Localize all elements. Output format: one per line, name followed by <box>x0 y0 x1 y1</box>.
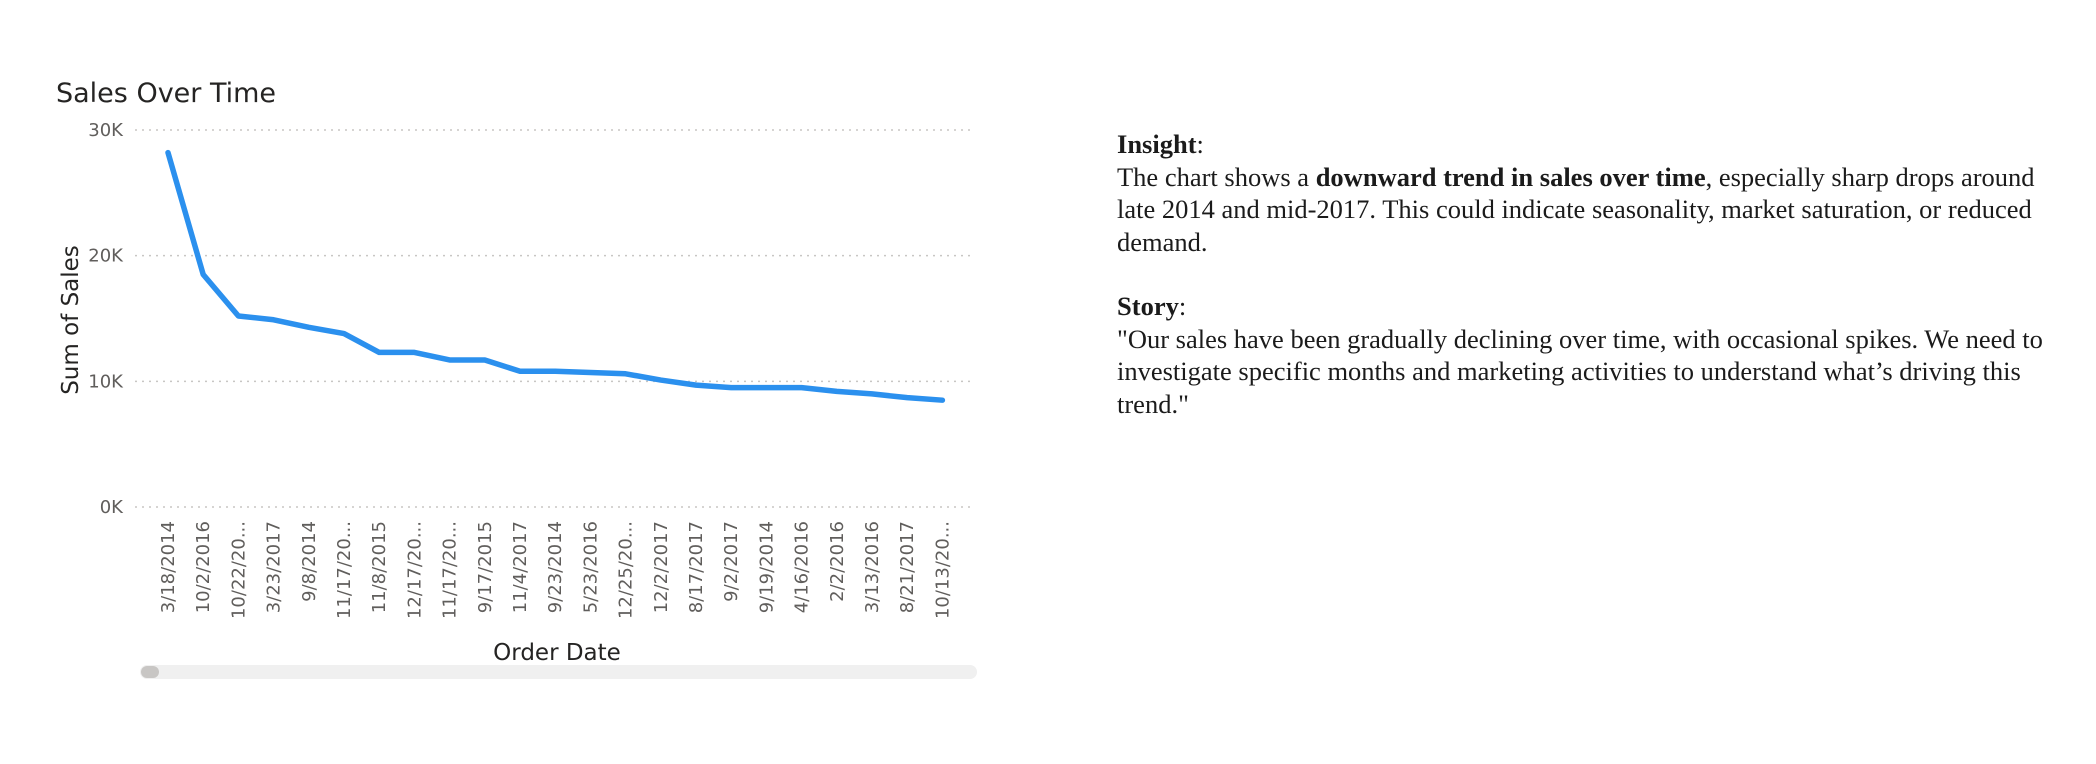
y-tick-label: 0K <box>100 497 124 518</box>
x-axis-ticks: 3/18/2014 10/2/2016 10/22/20... 3/23/2017 9/… <box>158 521 953 619</box>
x-tick-label: 8/17/2017 <box>686 521 707 613</box>
x-tick-label: 9/23/2014 <box>545 521 566 613</box>
horizontal-scrollbar[interactable] <box>140 665 977 679</box>
x-tick-label: 9/17/2015 <box>475 521 496 613</box>
y-tick-label: 20K <box>88 246 124 267</box>
scrollbar-thumb[interactable] <box>141 666 159 678</box>
x-tick-label: 4/16/2016 <box>792 521 813 613</box>
insight-text-end: , especially sharp drops around late 201… <box>1117 161 2035 257</box>
series-line <box>165 149 946 403</box>
x-tick-label: 3/23/2017 <box>264 521 285 613</box>
x-tick-label: 3/13/2016 <box>862 521 883 613</box>
y-tick-label: 30K <box>88 120 124 141</box>
x-tick-label: 12/17/20... <box>404 521 425 619</box>
insight-heading: Insight <box>1117 129 1197 159</box>
x-tick-label: 9/19/2014 <box>756 521 777 613</box>
scrollbar-track[interactable] <box>140 665 977 679</box>
series-group <box>165 149 946 403</box>
x-tick-label: 11/8/2015 <box>369 521 390 613</box>
story-colon: : <box>1178 291 1187 321</box>
x-axis-title: Order Date <box>493 640 621 666</box>
story-heading: Story <box>1117 291 1179 321</box>
story-text: "Our sales have been gradually declining… <box>1117 323 2043 419</box>
story-heading-line: Story: <box>1117 290 2052 323</box>
insight-colon: : <box>1196 129 1204 159</box>
insight-text-start: The chart shows a <box>1117 161 1316 192</box>
x-tick-label: 8/21/2017 <box>897 521 918 613</box>
x-tick-label: 11/17/20... <box>334 521 355 619</box>
insight-heading-line: Insight: <box>1117 128 2052 161</box>
x-tick-label: 12/2/2017 <box>651 521 672 613</box>
y-tick-label: 10K <box>88 371 124 392</box>
x-tick-label: 10/22/20... <box>228 521 249 619</box>
x-tick-label: 11/4/2017 <box>510 521 531 613</box>
x-tick-label: 3/18/2014 <box>158 521 179 613</box>
paragraph-gap <box>1117 258 2052 290</box>
x-tick-label: 12/25/20... <box>616 521 637 619</box>
x-tick-label: 2/2/2016 <box>827 521 848 602</box>
x-tick-label: 10/2/2016 <box>193 521 214 613</box>
insight-story-panel: Insight: The chart shows a downward tren… <box>1117 128 2052 420</box>
y-axis-title: Sum of Sales <box>58 245 84 395</box>
insight-bold-phrase: downward trend in sales over time <box>1315 161 1706 192</box>
insight-text: The chart shows a downward trend in sale… <box>1117 161 2052 259</box>
y-axis-ticks: 0K 10K 20K 30K <box>88 120 124 518</box>
x-tick-label: 5/23/2016 <box>580 521 601 613</box>
chart-title: Sales Over Time <box>56 78 276 109</box>
x-tick-label: 9/2/2017 <box>721 521 742 602</box>
x-tick-label: 11/17/20... <box>440 521 461 619</box>
x-tick-label: 10/13/20... <box>932 521 953 619</box>
x-tick-label: 9/8/2014 <box>299 521 320 602</box>
